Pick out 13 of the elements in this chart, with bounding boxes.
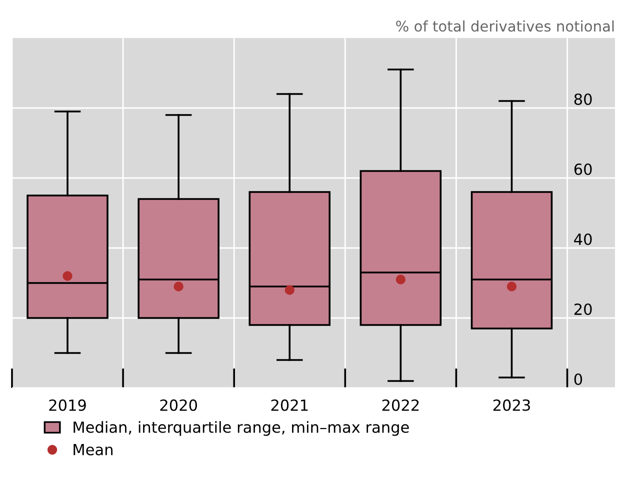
legend-label: Median, interquartile range, min–max range bbox=[74, 421, 409, 436]
y-axis-title: % of total derivatives notional bbox=[396, 20, 614, 32]
x-tick-label: 2019 bbox=[49, 399, 86, 411]
x-tick-label: 2020 bbox=[160, 399, 197, 411]
y-tick-label: 80 bbox=[574, 93, 592, 106]
y-tick-label: 0 bbox=[574, 373, 582, 386]
y-tick-label: 20 bbox=[574, 303, 592, 316]
y-tick-label: 40 bbox=[574, 233, 592, 246]
x-tick-label: 2021 bbox=[271, 399, 308, 411]
y-tick-label: 60 bbox=[574, 163, 592, 176]
x-tick-label: 2022 bbox=[382, 399, 419, 411]
x-tick-label: 2023 bbox=[493, 399, 530, 411]
legend-label: Mean bbox=[74, 444, 112, 456]
